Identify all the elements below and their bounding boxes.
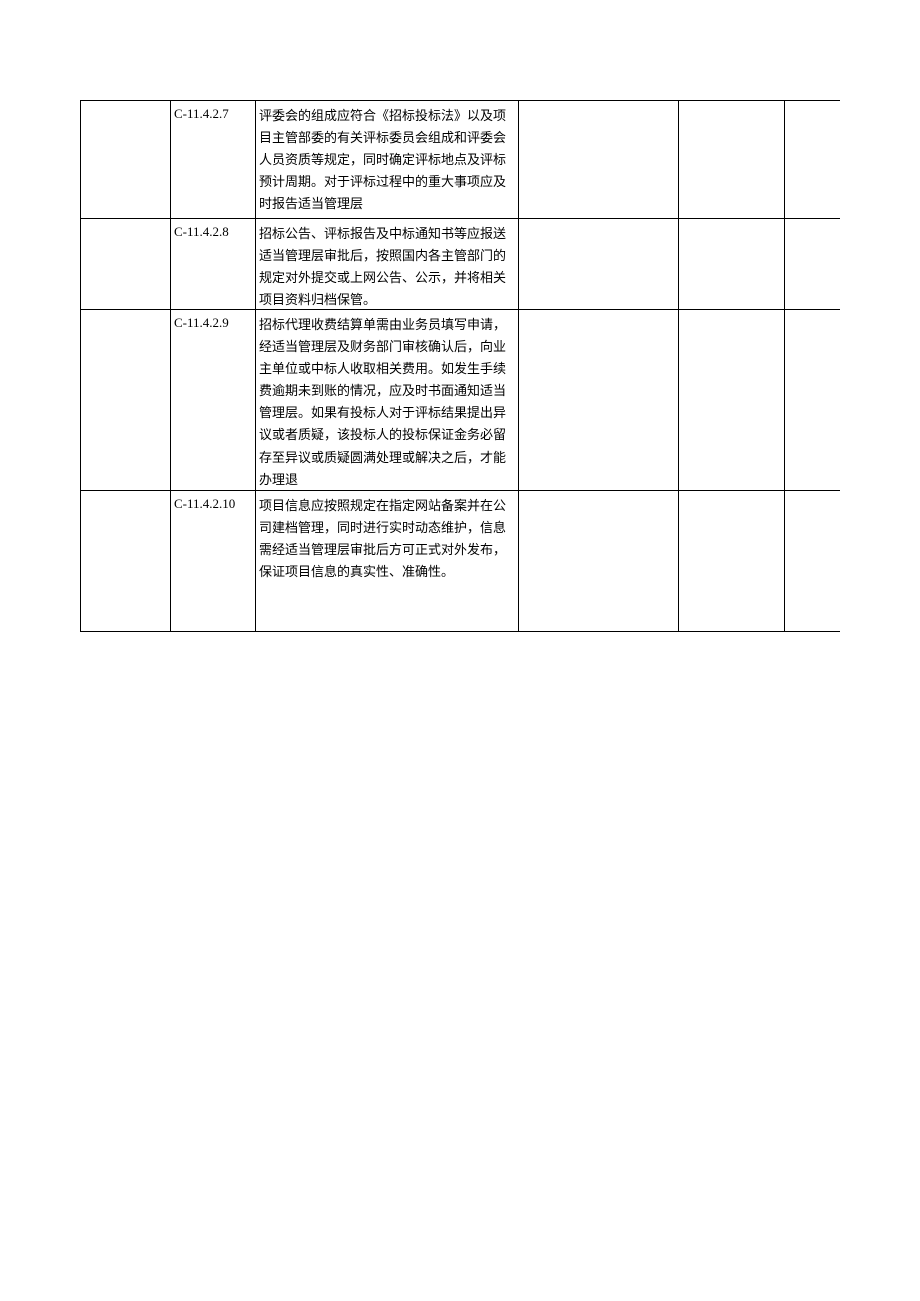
cell-content: 招标代理收费结算单需由业务员填写申请，经适当管理层及财务部门审核确认后，向业主单…: [256, 310, 519, 490]
table-row: C-11.4.2.7 评委会的组成应符合《招标投标法》以及项目主管部委的有关评标…: [81, 100, 840, 218]
cell-blank-5: [679, 491, 785, 631]
cell-content: 评委会的组成应符合《招标投标法》以及项目主管部委的有关评标委员会组成和评委会人员…: [256, 101, 519, 218]
cell-blank-1: [81, 219, 171, 309]
cell-id: C-11.4.2.7: [171, 101, 256, 218]
cell-blank-4: [519, 101, 679, 218]
cell-content: 项目信息应按照规定在指定网站备案并在公司建档管理，同时进行实时动态维护，信息需经…: [256, 491, 519, 631]
cell-blank-4: [519, 491, 679, 631]
cell-blank-5: [679, 219, 785, 309]
document-table: C-11.4.2.7 评委会的组成应符合《招标投标法》以及项目主管部委的有关评标…: [80, 100, 840, 632]
cell-blank-1: [81, 491, 171, 631]
cell-blank-4: [519, 310, 679, 490]
cell-content: 招标公告、评标报告及中标通知书等应报送适当管理层审批后，按照国内各主管部门的规定…: [256, 219, 519, 309]
cell-blank-4: [519, 219, 679, 309]
cell-id: C-11.4.2.8: [171, 219, 256, 309]
cell-blank-5: [679, 101, 785, 218]
cell-id: C-11.4.2.10: [171, 491, 256, 631]
cell-id: C-11.4.2.9: [171, 310, 256, 490]
table-row: C-11.4.2.9 招标代理收费结算单需由业务员填写申请，经适当管理层及财务部…: [81, 309, 840, 490]
table-row: C-11.4.2.8 招标公告、评标报告及中标通知书等应报送适当管理层审批后，按…: [81, 218, 840, 309]
cell-blank-1: [81, 310, 171, 490]
cell-blank-5: [679, 310, 785, 490]
table-row: C-11.4.2.10 项目信息应按照规定在指定网站备案并在公司建档管理，同时进…: [81, 490, 840, 631]
cell-blank-1: [81, 101, 171, 218]
